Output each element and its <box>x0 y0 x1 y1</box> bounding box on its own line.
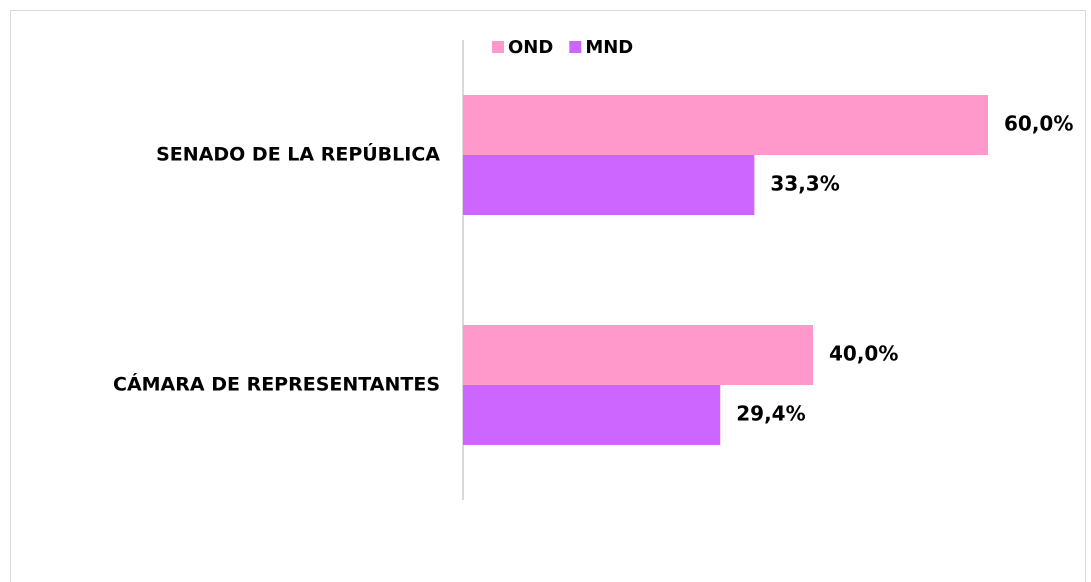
legend-label: OND <box>508 37 553 58</box>
category-label: CÁMARA DE REPRESENTANTES <box>113 373 440 396</box>
value-label: 60,0% <box>1004 112 1073 136</box>
value-label: 33,3% <box>770 172 839 196</box>
bar <box>463 95 988 155</box>
value-label: 40,0% <box>829 342 898 366</box>
bar <box>463 155 755 215</box>
value-label: 29,4% <box>736 402 805 426</box>
legend-swatch <box>492 41 504 53</box>
category-label: SENADO DE LA REPÚBLICA <box>156 142 440 166</box>
bar <box>463 385 721 445</box>
legend-swatch <box>569 41 582 53</box>
bar <box>463 325 813 385</box>
legend-label: MND <box>585 37 633 58</box>
